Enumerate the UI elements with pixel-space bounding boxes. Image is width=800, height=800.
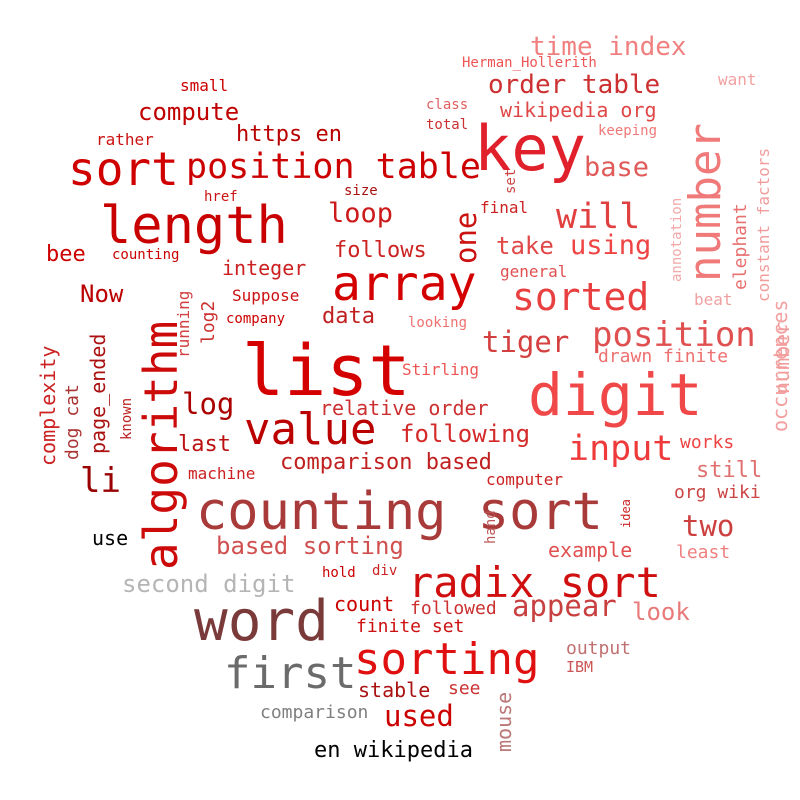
word-computer: computer	[486, 470, 564, 489]
word-see: see	[448, 678, 481, 699]
word-count: count	[334, 592, 395, 616]
word-comparison-based: comparison based	[280, 450, 492, 475]
word-size: size	[344, 183, 378, 199]
word-base: base	[584, 152, 650, 183]
word-array: array	[332, 256, 477, 312]
word-list: list	[242, 330, 411, 412]
word-beat: beat	[694, 290, 733, 309]
word-position: position	[592, 315, 756, 355]
word-dog-cat: dog cat	[62, 384, 83, 460]
word-order-table: order table	[488, 70, 661, 100]
word-want: want	[718, 70, 757, 89]
word-now: Now	[80, 280, 124, 308]
word-rather: rather	[96, 130, 154, 149]
word-following: following	[400, 420, 531, 448]
word-ibm: IBM	[566, 658, 594, 676]
word-input: input	[568, 429, 674, 469]
word-follows: follows	[334, 238, 427, 263]
word-using: using	[570, 230, 652, 261]
word-running: running	[174, 290, 193, 358]
word-second-digit: second digit	[122, 570, 296, 598]
word-followed: followed	[410, 598, 497, 619]
word-integer: integer	[222, 256, 307, 280]
word-number-large: number	[680, 123, 731, 282]
word-will: will	[556, 197, 641, 237]
word-class: class	[426, 97, 469, 113]
word-time-index: time index	[530, 32, 687, 62]
word-stirling: Stirling	[402, 360, 480, 379]
word-hold: hold	[322, 565, 356, 581]
word-org-wiki: org wiki	[674, 482, 761, 503]
word-final: final	[480, 198, 529, 217]
word-keeping: keeping	[598, 123, 658, 139]
word-least: least	[676, 542, 731, 563]
word-finite-set: finite set	[356, 616, 465, 637]
word-used: used	[384, 699, 454, 733]
word-one: one	[449, 211, 483, 264]
word-annotation: annotation	[669, 197, 685, 282]
word-radix-sort: radix sort	[408, 558, 661, 607]
word-div: div	[372, 563, 398, 579]
word-bee: bee	[46, 242, 86, 267]
word-log: log	[182, 387, 235, 421]
word-herman-hollerith: Herman_Hollerith	[462, 55, 597, 71]
word-loop: loop	[328, 198, 394, 229]
word-counting: counting	[112, 247, 180, 263]
word-appear: appear	[512, 589, 617, 623]
word-machine: machine	[188, 464, 256, 483]
word-word: word	[194, 589, 329, 654]
word-look: look	[632, 598, 690, 626]
word-sort: sort	[68, 142, 179, 196]
word-en-wikipedia: en wikipedia	[314, 738, 473, 763]
word-known: known	[119, 397, 135, 440]
word-value: value	[244, 404, 377, 455]
word-sorted: sorted	[512, 275, 650, 319]
word-stable: stable	[358, 678, 431, 702]
word-counting-sort: counting sort	[196, 482, 603, 542]
word-mouse: mouse	[492, 691, 516, 752]
word-use: use	[92, 526, 129, 550]
word-tiger: tiger	[482, 325, 570, 359]
word-hand: hand	[483, 510, 499, 544]
word-length: length	[100, 196, 288, 256]
word-key: key	[474, 112, 586, 185]
word-total: total	[426, 117, 469, 133]
word-constant-factors: constant factors	[754, 147, 773, 302]
word-idea: idea	[619, 499, 633, 528]
word-still: still	[696, 458, 763, 483]
word-relative-order: relative order	[320, 396, 489, 420]
word-last: last	[178, 432, 231, 457]
word-general: general	[500, 262, 568, 281]
word-li: li	[80, 461, 121, 501]
word-two: two	[682, 509, 735, 543]
word-company: company	[226, 311, 286, 327]
word-complexity: complexity	[36, 345, 60, 466]
word-position-table: position table	[186, 147, 482, 187]
word-take: take	[496, 232, 554, 260]
word-small: small	[180, 76, 229, 95]
word-elephant: elephant	[730, 203, 751, 290]
word-page-ended: page_ended	[86, 333, 110, 454]
word-suppose: Suppose	[232, 286, 300, 305]
word-set: set	[503, 168, 519, 194]
word-https-en: https en	[236, 122, 342, 147]
word-first: first	[224, 648, 357, 699]
word-output: output	[566, 638, 632, 659]
word-number-small: number	[770, 321, 794, 394]
word-sorting: sorting	[354, 634, 540, 685]
word-works: works	[680, 432, 735, 453]
word-based-sorting: based sorting	[216, 532, 404, 560]
word-drawn-finite: drawn finite	[598, 346, 729, 367]
word-data: data	[322, 304, 375, 329]
word-looking: looking	[408, 315, 468, 331]
word-comparison: comparison	[260, 702, 369, 723]
word-compute: compute	[138, 98, 240, 126]
word-href: href	[204, 189, 238, 205]
word-example: example	[548, 538, 633, 562]
word-digit: digit	[528, 361, 703, 429]
word-log2: log2	[198, 300, 219, 344]
word-wikipedia-org: wikipedia org	[500, 98, 657, 122]
